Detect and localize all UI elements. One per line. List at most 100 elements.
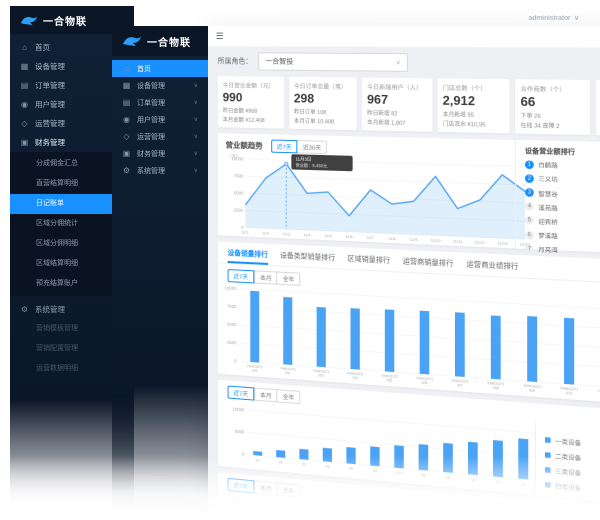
svg-text:0: 0 [241, 225, 244, 230]
stat-subline: 本月新增 95 [442, 112, 475, 119]
sidebar-item-label: 首页 [137, 65, 151, 73]
svg-text:YHWJ1071011: YHWJ1071011 [597, 389, 600, 399]
svg-text:10000: 10000 [225, 285, 237, 291]
tab-1[interactable]: 设备类型销量排行 [279, 252, 336, 263]
submenu-item[interactable]: 营销模板管理 [36, 325, 78, 332]
rank-badge: 3 [524, 188, 534, 198]
sidebar-item-finance[interactable]: ▣ 财务管理 ∨ [112, 145, 208, 162]
sidebar-item-device[interactable]: ▦ 设备管理 ∨ [112, 77, 208, 94]
sidebar-item-home[interactable]: ⌂ 首页 [112, 60, 208, 77]
sidebar-item-label: 用户管理 [137, 116, 165, 124]
sidebar-item-operation[interactable]: ◇ 运营管理 ∨ [112, 128, 208, 145]
sidebar-item-home[interactable]: ⌂ 首页 [10, 38, 134, 57]
ranking-row: 4溪苑路206,739元 [524, 202, 600, 217]
svg-text:02: 02 [279, 460, 283, 464]
trend-range-button[interactable]: 近30天 [297, 140, 328, 155]
order-icon: ▤ [122, 98, 131, 107]
back-user-menu[interactable]: administrator ∨ [528, 13, 579, 22]
chevron-down-icon: ∨ [193, 134, 198, 140]
stat-title: 今日新增用户（人） [367, 84, 422, 92]
svg-text:11/1: 11/1 [242, 230, 249, 234]
submenu-item[interactable]: 营销配置管理 [36, 345, 78, 352]
sidebar-item-users[interactable]: ◉ 用户管理 ∨ [112, 111, 208, 128]
brand-name: 一合物联 [43, 16, 87, 28]
svg-text:11/13: 11/13 [497, 241, 507, 246]
svg-text:11/4: 11/4 [303, 233, 310, 237]
rank-badge: 7 [524, 244, 534, 254]
role-select[interactable]: 一合智投 ∨ [258, 52, 409, 72]
username: administrator [528, 13, 571, 22]
range-button[interactable]: 近7天 [227, 268, 255, 284]
range-button[interactable]: 本月 [254, 270, 278, 285]
rank-badge: 6 [524, 230, 534, 240]
brand-name: 一合物联 [147, 37, 191, 49]
chevron-down-icon: ∨ [193, 83, 198, 89]
stat-subline: 昨日订单 108 [293, 109, 327, 117]
sidebar-item-label: 财务管理 [137, 150, 165, 158]
sidebar-item-label: 订单管理 [137, 99, 165, 107]
stat-subline: 在线 34 故障 2 [520, 122, 560, 131]
submenu-item[interactable]: 直营结算明细 [36, 180, 78, 187]
submenu-item[interactable]: 预充结算账户 [36, 280, 78, 287]
tab-4[interactable]: 运营商业绩排行 [466, 261, 519, 271]
submenu-item[interactable]: 日记账单 [10, 194, 134, 214]
rank-badge: 2 [524, 174, 534, 183]
sidebar-item-order[interactable]: ▤ 订单管理 ∨ [112, 94, 208, 111]
stat-title: 门店总数（个） [442, 85, 487, 93]
tab-0[interactable]: 设备销量排行 [227, 246, 268, 265]
front-sidebar: 一合物联 ⌂ 首页 ▦ 设备管理 ∨ ▤ 订单管理 ∨ ◉ 用户管理 ∨ ◇ 运营管理 ∨ ▣ 财务管理 ∨ ⚙ 系… [112, 26, 208, 520]
sidebar-item-label: 设备管理 [137, 82, 165, 90]
sidebar-item-order[interactable]: ▤ 订单管理 [10, 76, 134, 95]
stat-card: 今日订单总量（笔） 298 昨日订单 108 本月订单 10,408 [288, 76, 357, 131]
svg-text:10000: 10000 [232, 156, 244, 161]
device-icon: ▦ [122, 81, 131, 90]
svg-text:12: 12 [521, 482, 525, 487]
system-icon: ⚙ [20, 305, 29, 314]
svg-text:2500: 2500 [227, 340, 237, 346]
operation-icon: ◇ [123, 132, 130, 141]
svg-text:10: 10 [471, 478, 475, 483]
rank-badge: 4 [524, 202, 534, 212]
legend-name: 一类设备 [555, 439, 582, 448]
stat-subline: 昨日金额 ¥908 [222, 108, 258, 115]
legend-swatch-icon [544, 467, 551, 473]
sidebar-item-users[interactable]: ◉ 用户管理 [10, 95, 134, 114]
tab-3[interactable]: 运营商销量排行 [402, 258, 454, 268]
tab-2[interactable]: 区域销量排行 [347, 255, 391, 265]
front-menu: ⌂ 首页 ▦ 设备管理 ∨ ▤ 订单管理 ∨ ◉ 用户管理 ∨ ◇ 运营管理 ∨ ▣ 财务管理 ∨ ⚙ 系统管理 ∨ [112, 56, 208, 179]
stat-subline: 昨日新增 82 [367, 110, 398, 118]
svg-text:11/7: 11/7 [367, 236, 374, 241]
svg-text:11: 11 [496, 480, 500, 485]
legend-swatch-icon [544, 437, 551, 443]
stat-card: 设备总数（台）1,243今日活跃 42在线 30% 离线 70% [595, 80, 600, 137]
stat-title: 今日营业金额（元） [222, 83, 275, 90]
hamburger-menu-icon[interactable]: ☰ [215, 30, 224, 41]
sidebar-item-operation[interactable]: ◇ 运营管理 [10, 114, 134, 133]
sidebar-item-finance[interactable]: ▣ 财务管理 [10, 133, 134, 152]
chevron-down-icon: ∨ [573, 14, 580, 23]
rank-badge: 1 [524, 160, 534, 169]
submenu-item[interactable]: 区域分佣明细 [36, 240, 78, 247]
sidebar-item-system[interactable]: ⚙ 系统管理 [10, 300, 134, 319]
device-icon: ▦ [20, 62, 29, 71]
svg-text:05: 05 [349, 467, 353, 472]
sidebar-item-label: 用户管理 [35, 100, 65, 109]
submenu-item[interactable]: 区域结算明细 [36, 260, 78, 267]
submenu-item[interactable]: 分成佣金汇总 [36, 160, 78, 167]
stat-value: 2,912 [442, 93, 476, 109]
svg-text:11/8: 11/8 [388, 237, 395, 242]
rank-name: 白鹤路 [538, 163, 558, 171]
sidebar-item-device[interactable]: ▦ 设备管理 [10, 57, 134, 76]
submenu-item[interactable]: 区域分佣统计 [36, 220, 78, 227]
rank-name: 三义坊 [538, 177, 558, 185]
sidebar-item-system[interactable]: ⚙ 系统管理 ∨ [112, 162, 208, 179]
range-button[interactable]: 全年 [277, 271, 301, 286]
stat-value: 66 [520, 94, 536, 110]
submenu-item[interactable]: 运营数据明细 [36, 365, 78, 372]
svg-text:0: 0 [234, 358, 237, 363]
trend-range-button[interactable]: 近7天 [270, 139, 298, 154]
